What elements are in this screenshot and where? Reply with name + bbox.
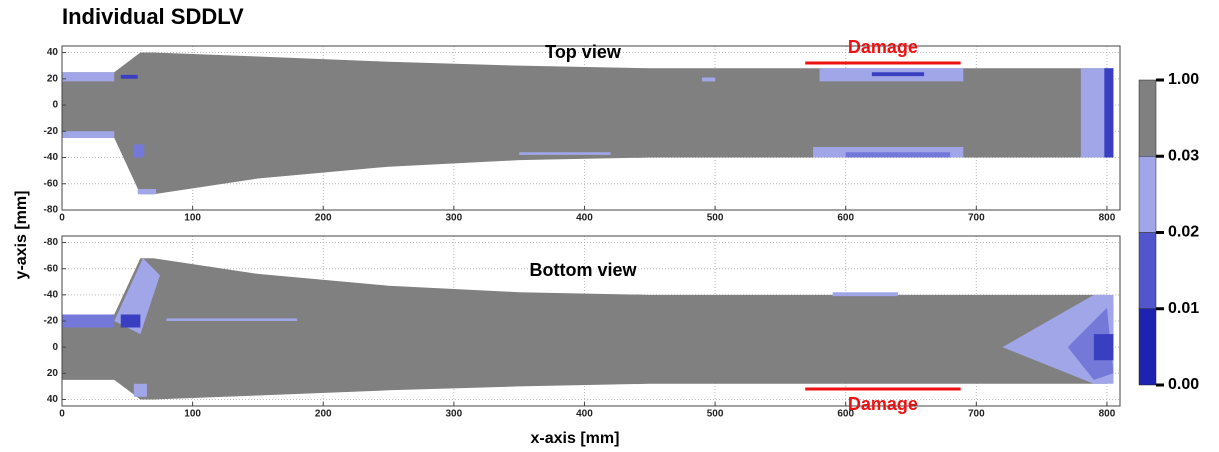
- colorbar-band: [1138, 232, 1157, 309]
- y-tick-label: -40: [44, 289, 59, 300]
- x-tick-label: 800: [1099, 409, 1116, 420]
- y-tick-label: -80: [44, 237, 59, 248]
- x-tick-label: 200: [315, 409, 332, 420]
- y-tick-label: 0: [52, 100, 58, 111]
- colorbar-band: [1138, 156, 1157, 233]
- damage-patch: [702, 77, 716, 82]
- x-tick-label: 700: [968, 213, 985, 224]
- x-tick-label: 200: [315, 213, 332, 224]
- x-tick-label: 100: [184, 409, 201, 420]
- y-tick-label: -40: [44, 152, 59, 163]
- damage-patch: [133, 383, 147, 397]
- y-tick-label: -20: [44, 316, 59, 327]
- x-tick-label: 100: [184, 213, 201, 224]
- specimen: [62, 258, 1114, 400]
- y-tick-label: 40: [47, 47, 59, 58]
- colorbar-tick-label: 0.01: [1168, 300, 1199, 317]
- x-axis-label: x-axis [mm]: [531, 430, 620, 447]
- damage-patch: [62, 72, 115, 82]
- damage-label: Damage: [848, 37, 918, 57]
- view-label: Top view: [545, 42, 622, 62]
- x-tick-label: 500: [707, 213, 724, 224]
- view-label: Bottom view: [529, 260, 637, 280]
- x-tick-label: 400: [576, 213, 593, 224]
- x-tick-label: 600: [837, 213, 854, 224]
- x-tick-label: 500: [707, 409, 724, 420]
- damage-patch: [137, 189, 157, 195]
- x-tick-label: 300: [446, 213, 463, 224]
- damage-patch: [1067, 307, 1114, 380]
- damage-patch: [1093, 334, 1114, 361]
- damage-patch: [62, 131, 115, 138]
- x-tick-label: 700: [968, 409, 985, 420]
- damage-patch: [166, 318, 298, 321]
- colorbar-band: [1138, 308, 1157, 386]
- damage-patch: [519, 152, 611, 155]
- chart-title: Individual SDDLV: [62, 4, 244, 29]
- damage-patch: [133, 144, 145, 158]
- y-tick-label: 40: [47, 394, 59, 405]
- y-tick-label: -60: [44, 263, 59, 274]
- damage-patch: [62, 314, 115, 328]
- y-tick-label: 0: [52, 342, 58, 353]
- colorbar-band: [1138, 79, 1157, 157]
- damage-patch: [120, 74, 138, 79]
- y-tick-label: 20: [47, 368, 59, 379]
- damage-patch: [120, 314, 141, 328]
- x-tick-label: 0: [59, 409, 65, 420]
- colorbar-tick-label: 0.03: [1168, 147, 1199, 164]
- colorbar-tick-label: 0.00: [1168, 376, 1199, 393]
- colorbar-tick-label: 0.02: [1168, 224, 1199, 241]
- y-tick-label: -60: [44, 178, 59, 189]
- x-tick-label: 800: [1099, 213, 1116, 224]
- y-tick-label: -20: [44, 126, 59, 137]
- damage-label: Damage: [848, 394, 918, 414]
- plot-frame: [61, 45, 1121, 211]
- x-tick-label: 400: [576, 409, 593, 420]
- y-axis-label: y-axis [mm]: [13, 191, 30, 280]
- colorbar-tick-label: 1.00: [1168, 71, 1199, 88]
- y-tick-label: -80: [44, 205, 59, 216]
- damage-patch: [845, 152, 951, 158]
- x-tick-label: 300: [446, 409, 463, 420]
- x-tick-label: 600: [837, 409, 854, 420]
- damage-patch: [1104, 68, 1114, 158]
- damage-patch: [871, 72, 925, 77]
- x-tick-label: 0: [59, 213, 65, 224]
- damage-patch: [832, 292, 898, 297]
- specimen: [62, 52, 1114, 195]
- y-tick-label: 20: [47, 73, 59, 84]
